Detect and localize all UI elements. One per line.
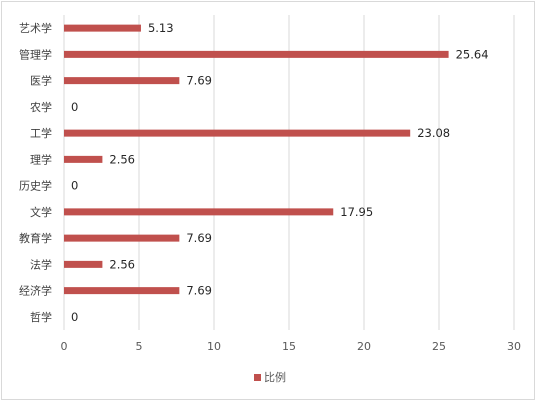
data-label: 5.13 — [148, 21, 174, 35]
category-label: 艺术学 — [19, 21, 52, 35]
data-label: 25.64 — [456, 47, 489, 61]
bar — [64, 24, 141, 32]
data-label: 17.95 — [340, 205, 373, 219]
x-tick-label: 0 — [61, 340, 68, 353]
bar — [64, 155, 103, 163]
bar — [64, 50, 449, 58]
category-label: 哲学 — [30, 310, 52, 324]
data-label: 7.69 — [186, 284, 212, 298]
x-tick-label: 25 — [432, 340, 446, 353]
category-label: 文学 — [30, 205, 52, 219]
bar — [64, 129, 411, 137]
x-tick-label: 30 — [507, 340, 521, 353]
category-label: 管理学 — [19, 47, 52, 61]
bar — [64, 260, 103, 268]
bar — [64, 77, 180, 85]
legend-label: 比例 — [264, 370, 286, 384]
category-label: 工学 — [30, 126, 52, 140]
data-label: 23.08 — [417, 126, 450, 140]
data-label: 2.56 — [109, 257, 135, 271]
data-label: 0 — [71, 100, 78, 114]
category-label: 经济学 — [19, 284, 52, 298]
data-label: 7.69 — [186, 231, 212, 245]
x-tick-label: 15 — [282, 340, 296, 353]
bar — [64, 234, 180, 242]
x-tick-label: 20 — [357, 340, 371, 353]
category-label: 医学 — [30, 74, 52, 88]
bar — [64, 287, 180, 295]
x-tick-label: 10 — [207, 340, 221, 353]
data-label: 0 — [71, 179, 78, 193]
data-label: 0 — [71, 310, 78, 324]
legend-swatch — [254, 374, 261, 381]
x-tick-label: 5 — [136, 340, 143, 353]
category-label: 法学 — [30, 257, 52, 271]
data-label: 2.56 — [109, 152, 135, 166]
category-label: 理学 — [30, 152, 52, 166]
category-label: 农学 — [30, 100, 52, 114]
bar — [64, 208, 334, 216]
data-label: 7.69 — [186, 74, 212, 88]
category-label: 教育学 — [19, 231, 52, 245]
category-label: 历史学 — [19, 179, 52, 193]
